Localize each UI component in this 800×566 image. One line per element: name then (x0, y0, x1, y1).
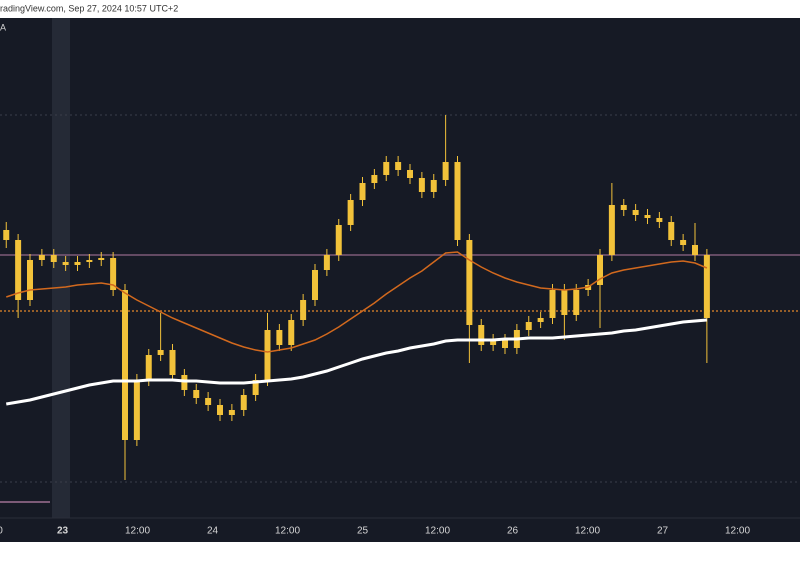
candle-body (549, 290, 556, 318)
candle-body (371, 175, 378, 183)
candle-body (3, 230, 10, 240)
candle-body (703, 255, 710, 318)
candle-body (383, 162, 390, 175)
candle-body (217, 405, 223, 415)
candle-body (407, 170, 413, 178)
moving-average (6, 318, 708, 406)
candle-body (418, 178, 425, 192)
chart-background (0, 18, 800, 542)
candle-body (502, 340, 508, 348)
x-tick-label: 0 (0, 526, 3, 537)
candle-body (478, 325, 485, 345)
candle-body (169, 350, 176, 375)
candle-body (466, 240, 473, 325)
candle-body (205, 398, 212, 405)
candle-body (228, 410, 235, 415)
x-tick-label: 12:00 (125, 526, 150, 537)
candle-body (323, 255, 330, 270)
candle-body (74, 262, 81, 265)
candle-body (692, 245, 698, 255)
candle-body (27, 260, 33, 300)
x-tick-label: 12:00 (575, 526, 600, 537)
x-tick-label: 12:00 (425, 526, 450, 537)
candle-body (157, 350, 164, 355)
candle-body (193, 390, 200, 398)
candle-body (347, 200, 354, 225)
session-highlight (52, 18, 70, 518)
candle-body (110, 258, 117, 290)
candle-body (644, 215, 651, 218)
candle-body (276, 330, 283, 345)
indicator-label: A (0, 22, 6, 32)
candle-body (656, 218, 663, 222)
candle-body (442, 162, 449, 180)
x-tick-label: 25 (357, 526, 369, 537)
candle-body (145, 355, 152, 380)
x-tick-label: 24 (207, 526, 219, 537)
candle-body (561, 290, 568, 315)
x-tick-label: 23 (57, 526, 69, 537)
candle-body (525, 322, 532, 330)
candle-body (430, 180, 437, 192)
candle-body (86, 260, 93, 262)
candle-body (50, 255, 57, 262)
candle-body (680, 240, 687, 245)
header: radingView.com, Sep 27, 2024 10:57 UTC+2 (0, 3, 178, 13)
candle-body (573, 290, 580, 315)
candle-body (312, 270, 318, 300)
candle-body (133, 380, 140, 440)
x-tick-label: 26 (507, 526, 519, 537)
candle-body (335, 225, 342, 255)
candle-body (359, 183, 366, 200)
candle-body (537, 318, 544, 322)
candle-body (300, 300, 307, 320)
candle-body (490, 340, 497, 345)
candle-body (122, 290, 128, 440)
candle-body (608, 205, 615, 255)
candle-body (395, 162, 402, 170)
candle-body (98, 258, 105, 260)
moving-average (6, 251, 708, 353)
candle-body (252, 380, 259, 395)
candle-body (240, 395, 247, 410)
candle-body (288, 320, 295, 345)
candle-body (454, 162, 461, 240)
candle-body (668, 222, 675, 240)
candle-body (264, 330, 271, 380)
candle-body (632, 210, 639, 215)
candle-body (15, 240, 22, 300)
x-tick-label: 27 (657, 526, 669, 537)
candle-body (62, 262, 69, 265)
x-tick-label: 12:00 (275, 526, 300, 537)
candle-body (597, 255, 603, 285)
x-tick-label: 12:00 (725, 526, 750, 537)
candle-body (38, 255, 45, 260)
candle-body (620, 205, 627, 210)
